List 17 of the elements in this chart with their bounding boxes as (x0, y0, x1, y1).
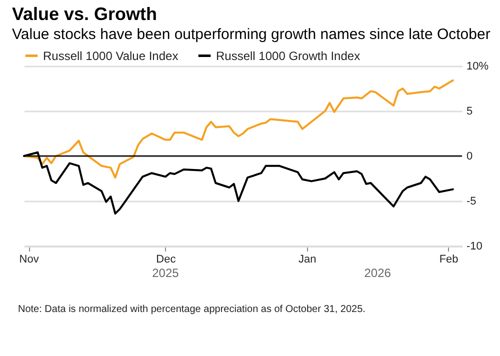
x-tick-label: Dec (156, 254, 176, 266)
chart-title: Value vs. Growth (12, 4, 158, 24)
line-series (23, 79, 454, 179)
x-tick-label: Nov (19, 254, 40, 266)
text: Note: Data is normalized with percentage appreciation as of October 31, 2025. (18, 304, 366, 315)
legend-label: Russell 1000 Value Index (43, 48, 178, 63)
text: 2026 (364, 266, 392, 280)
y-tick-label: 5 (466, 106, 473, 118)
x-tick-label: Jan (298, 254, 316, 266)
y-tick-label: 0 (466, 150, 473, 162)
y-tick-label: -10 (466, 240, 482, 252)
chart-subtitle: Value stocks have been outperforming growth names since late October (12, 26, 490, 43)
x-tick-label: Feb (439, 254, 458, 266)
y-tick-label: -5 (466, 196, 476, 208)
text: 2025 (152, 266, 180, 280)
y-tick-label: 10% (466, 60, 489, 72)
legend-label: Russell 1000 Growth Index (216, 48, 360, 63)
